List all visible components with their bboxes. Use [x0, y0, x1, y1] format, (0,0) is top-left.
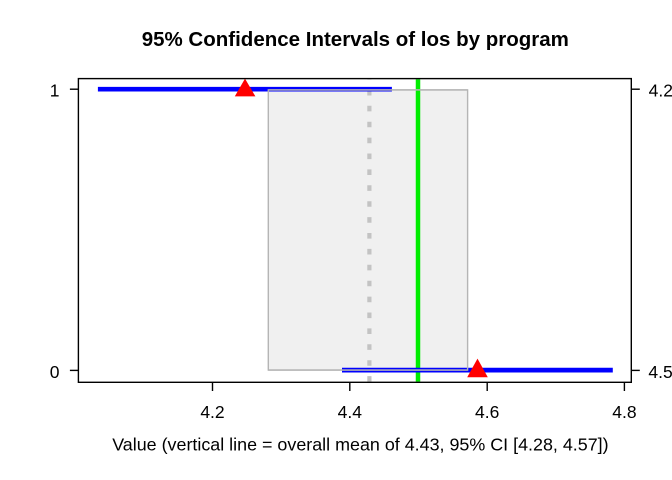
svg-text:4.25: 4.25	[649, 81, 672, 101]
svg-text:4.8: 4.8	[612, 402, 636, 422]
svg-text:0: 0	[50, 362, 60, 382]
svg-text:Value (vertical line = overall: Value (vertical line = overall mean of 4…	[112, 435, 608, 455]
svg-text:1: 1	[50, 81, 60, 101]
svg-text:4.6: 4.6	[475, 402, 499, 422]
svg-text:95% Confidence Intervals of lo: 95% Confidence Intervals of los by progr…	[142, 28, 569, 51]
svg-text:4.4: 4.4	[338, 402, 363, 422]
svg-text:4.2: 4.2	[200, 402, 224, 422]
svg-text:4.58: 4.58	[648, 362, 672, 382]
